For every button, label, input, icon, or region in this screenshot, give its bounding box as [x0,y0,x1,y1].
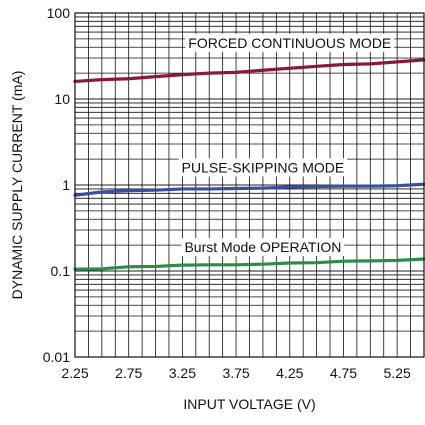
y-tick-label: 0.1 [51,263,71,279]
y-tick-label: 100 [47,5,71,21]
series-line-3 [73,257,425,271]
x-axis-title: INPUT VOLTAGE (V) [183,396,315,412]
y-tick-label: 0.01 [43,349,70,365]
x-tick-label: 4.25 [276,365,303,381]
annotation-label: PULSE-SKIPPING MODE [182,159,345,175]
x-tick-label: 3.25 [169,365,196,381]
annotation-label: FORCED CONTINUOUS MODE [188,35,391,51]
x-tick-label: 2.25 [61,365,88,381]
annotation-background [178,158,348,177]
annotation-2: PULSE-SKIPPING MODE [178,158,348,177]
x-tick-label: 3.75 [222,365,249,381]
series-line-2 [73,182,425,197]
y-tick-label: 1 [62,177,70,193]
y-tick-labels: 0.01 0.1 1 10 100 [43,5,70,365]
annotation-background [185,33,395,52]
annotation-layer: FORCED CONTINUOUS MODE PULSE-SKIPPING MOD… [178,33,395,257]
annotation-label: Burst Mode OPERATION [184,239,341,255]
x-tick-label: 2.75 [115,365,142,381]
annotation-1: FORCED CONTINUOUS MODE [185,33,395,52]
x-tick-label: 5.25 [384,365,411,381]
annotation-background [181,238,345,257]
series-line-1 [73,58,425,84]
annotation-3: Burst Mode OPERATION [181,238,345,257]
y-axis-title: DYNAMIC SUPPLY CURRENT (mA) [9,71,25,300]
y-tick-label: 10 [54,91,70,107]
x-tick-labels: 2.25 2.75 3.25 3.75 4.25 4.75 5.25 [61,365,411,381]
series-layer [73,58,425,271]
x-tick-label: 4.75 [330,365,357,381]
plot-frame [74,12,425,358]
